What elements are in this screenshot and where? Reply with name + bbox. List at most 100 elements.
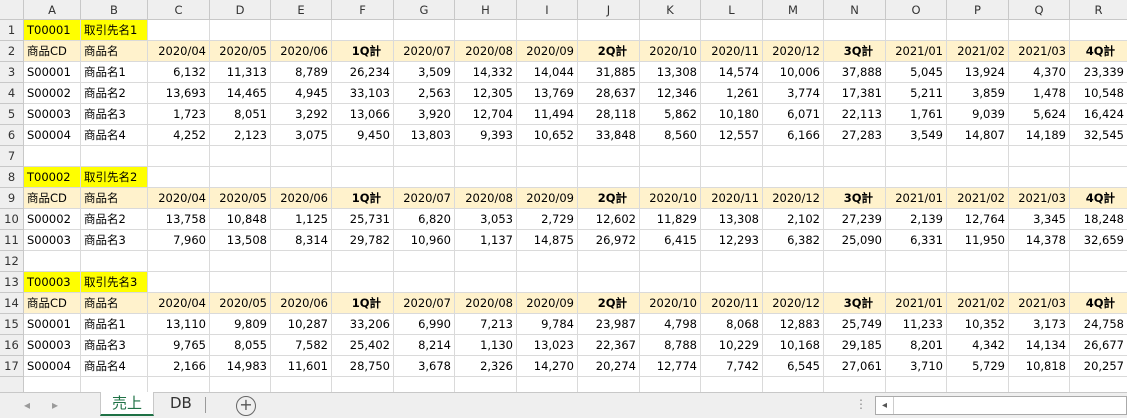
cell-l13[interactable] [701, 272, 763, 293]
row-header-10[interactable]: 10 [0, 209, 24, 230]
cell-l2[interactable]: 2020/11 [701, 41, 763, 62]
cell-o4[interactable]: 5,211 [886, 83, 947, 104]
cell-k15[interactable]: 4,798 [640, 314, 701, 335]
cell-n12[interactable] [824, 251, 886, 272]
cell-d8[interactable] [210, 167, 271, 188]
cell-o12[interactable] [886, 251, 947, 272]
cell-e5[interactable]: 3,292 [271, 104, 332, 125]
cell-h12[interactable] [455, 251, 517, 272]
cell-e3[interactable]: 8,789 [271, 62, 332, 83]
cell-o5[interactable]: 1,761 [886, 104, 947, 125]
cell-c13[interactable] [148, 272, 210, 293]
row-header-7[interactable]: 7 [0, 146, 24, 167]
cell-r3[interactable]: 23,339 [1070, 62, 1127, 83]
cell-i16[interactable]: 13,023 [517, 335, 578, 356]
cell-l17[interactable]: 7,742 [701, 356, 763, 377]
cell-q3[interactable]: 4,370 [1009, 62, 1070, 83]
cell-o13[interactable] [886, 272, 947, 293]
cell-o1[interactable] [886, 20, 947, 41]
cell-j1[interactable] [578, 20, 640, 41]
cell-q2[interactable]: 2021/03 [1009, 41, 1070, 62]
row-header-12[interactable]: 12 [0, 251, 24, 272]
cell-r9[interactable]: 4Q計 [1070, 188, 1127, 209]
prev-sheet-arrow-icon[interactable]: ◂ [24, 398, 31, 412]
sheet-tab-sales[interactable]: 売上 [100, 392, 154, 416]
cell-h13[interactable] [455, 272, 517, 293]
cell-q15[interactable]: 3,173 [1009, 314, 1070, 335]
row-header-2[interactable]: 2 [0, 41, 24, 62]
cell-m12[interactable] [763, 251, 824, 272]
cell-j11[interactable]: 26,972 [578, 230, 640, 251]
cell-m5[interactable]: 6,071 [763, 104, 824, 125]
cell-j12[interactable] [578, 251, 640, 272]
cell-q17[interactable]: 10,818 [1009, 356, 1070, 377]
cell-m11[interactable]: 6,382 [763, 230, 824, 251]
cell-c15[interactable]: 13,110 [148, 314, 210, 335]
select-all-corner[interactable] [0, 0, 24, 20]
column-header-h[interactable]: H [455, 0, 517, 20]
cell-j8[interactable] [578, 167, 640, 188]
next-sheet-arrow-icon[interactable]: ▸ [52, 398, 59, 412]
cell-f9[interactable]: 1Q計 [332, 188, 394, 209]
cell-n6[interactable]: 27,283 [824, 125, 886, 146]
row-header-13[interactable]: 13 [0, 272, 24, 293]
cell-d17[interactable]: 14,983 [210, 356, 271, 377]
column-header-k[interactable]: K [640, 0, 701, 20]
cell-h4[interactable]: 12,305 [455, 83, 517, 104]
cell-empty[interactable] [394, 377, 455, 392]
cell-l7[interactable] [701, 146, 763, 167]
cell-f5[interactable]: 13,066 [332, 104, 394, 125]
cell-r12[interactable] [1070, 251, 1127, 272]
cell-d6[interactable]: 2,123 [210, 125, 271, 146]
cell-l3[interactable]: 14,574 [701, 62, 763, 83]
cell-empty[interactable] [24, 377, 81, 392]
cell-n13[interactable] [824, 272, 886, 293]
cell-i13[interactable] [517, 272, 578, 293]
cell-o14[interactable]: 2021/01 [886, 293, 947, 314]
cell-f1[interactable] [332, 20, 394, 41]
cell-n7[interactable] [824, 146, 886, 167]
cell-q1[interactable] [1009, 20, 1070, 41]
cell-p3[interactable]: 13,924 [947, 62, 1009, 83]
cell-k17[interactable]: 12,774 [640, 356, 701, 377]
cell-i8[interactable] [517, 167, 578, 188]
row-header-9[interactable]: 9 [0, 188, 24, 209]
cell-f3[interactable]: 26,234 [332, 62, 394, 83]
column-header-o[interactable]: O [886, 0, 947, 20]
cell-p15[interactable]: 10,352 [947, 314, 1009, 335]
cell-empty[interactable] [886, 377, 947, 392]
cell-h5[interactable]: 12,704 [455, 104, 517, 125]
cell-c1[interactable] [148, 20, 210, 41]
cell-b5[interactable]: 商品名3 [81, 104, 148, 125]
cell-g11[interactable]: 10,960 [394, 230, 455, 251]
cell-b16[interactable]: 商品名3 [81, 335, 148, 356]
cell-p4[interactable]: 3,859 [947, 83, 1009, 104]
cell-m16[interactable]: 10,168 [763, 335, 824, 356]
cell-h10[interactable]: 3,053 [455, 209, 517, 230]
cell-n8[interactable] [824, 167, 886, 188]
cell-e15[interactable]: 10,287 [271, 314, 332, 335]
cell-n17[interactable]: 27,061 [824, 356, 886, 377]
cell-p12[interactable] [947, 251, 1009, 272]
cell-j9[interactable]: 2Q計 [578, 188, 640, 209]
cell-empty[interactable] [81, 377, 148, 392]
cell-empty[interactable] [210, 377, 271, 392]
cell-n2[interactable]: 3Q計 [824, 41, 886, 62]
cell-o15[interactable]: 11,233 [886, 314, 947, 335]
customer-name-cell[interactable]: 取引先名3 [81, 272, 148, 293]
cell-l4[interactable]: 1,261 [701, 83, 763, 104]
cell-b2[interactable]: 商品名 [81, 41, 148, 62]
cell-e4[interactable]: 4,945 [271, 83, 332, 104]
cell-e2[interactable]: 2020/06 [271, 41, 332, 62]
cell-d12[interactable] [210, 251, 271, 272]
cell-c11[interactable]: 7,960 [148, 230, 210, 251]
cell-f4[interactable]: 33,103 [332, 83, 394, 104]
cell-f14[interactable]: 1Q計 [332, 293, 394, 314]
cell-d15[interactable]: 9,809 [210, 314, 271, 335]
cell-f13[interactable] [332, 272, 394, 293]
cell-q4[interactable]: 1,478 [1009, 83, 1070, 104]
cell-l10[interactable]: 13,308 [701, 209, 763, 230]
cell-m3[interactable]: 10,006 [763, 62, 824, 83]
cell-r16[interactable]: 26,677 [1070, 335, 1127, 356]
column-header-n[interactable]: N [824, 0, 886, 20]
